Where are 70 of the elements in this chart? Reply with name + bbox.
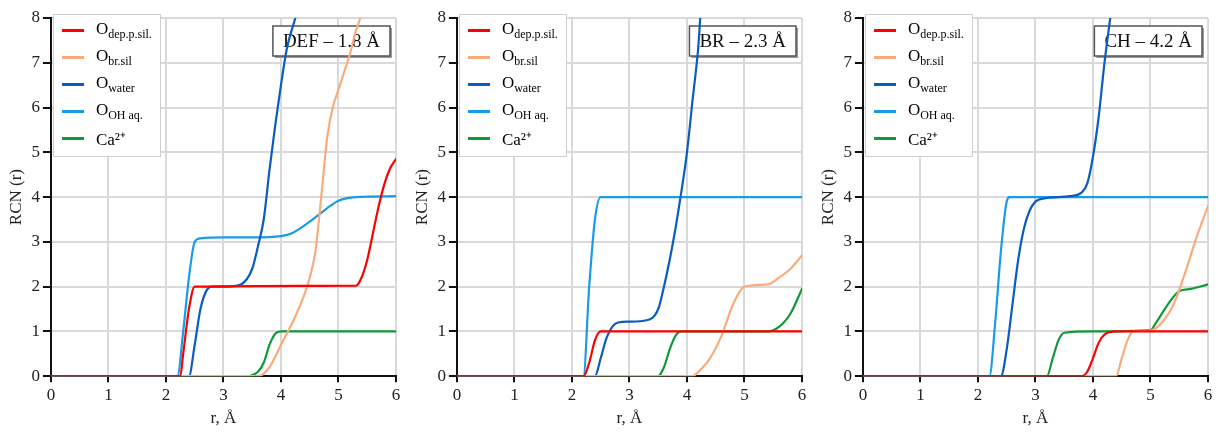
x-tick-label: 3 xyxy=(625,384,634,404)
legend-label: Ca²⁺ xyxy=(95,129,126,150)
x-axis-title: r, Å xyxy=(210,408,238,428)
x-tick-label: 5 xyxy=(1146,384,1155,404)
x-tick-label: 3 xyxy=(1031,384,1040,404)
y-tick-label: 2 xyxy=(31,276,40,296)
x-tick-label: 5 xyxy=(740,384,749,404)
x-tick-label: 3 xyxy=(219,384,228,404)
x-tick-label: 2 xyxy=(567,384,577,404)
legend-label: O$_{water}$ xyxy=(907,72,947,97)
y-tick-label: 5 xyxy=(843,141,852,161)
x-tick-label: 1 xyxy=(104,384,113,404)
y-tick-label: 3 xyxy=(31,231,40,251)
y-axis-title: RCN (r) xyxy=(411,169,431,226)
x-tick-label: 2 xyxy=(161,384,171,404)
legend-label: O$_{dep.p.sil.}$ xyxy=(95,18,152,43)
x-axis-title: r, Å xyxy=(616,408,644,428)
y-tick-label: 6 xyxy=(437,97,446,117)
y-tick-label: 6 xyxy=(843,97,852,117)
y-tick-label: 5 xyxy=(31,141,40,161)
y-tick-label: 1 xyxy=(437,320,446,340)
y-tick-label: 7 xyxy=(437,52,447,72)
y-tick-label: 1 xyxy=(31,320,40,340)
y-tick-label: 4 xyxy=(437,186,447,206)
legend-label: O$_{OH aq.}$ xyxy=(95,99,143,124)
x-tick-label: 0 xyxy=(452,384,462,404)
annotation: BR – 2.3 Å xyxy=(699,29,787,51)
y-tick-label: 1 xyxy=(843,320,852,340)
y-tick-label: 2 xyxy=(437,276,446,296)
y-tick-label: 7 xyxy=(843,52,853,72)
y-axis-title: RCN (r) xyxy=(817,169,837,226)
y-tick-label: 8 xyxy=(31,7,40,27)
legend-label: O$_{br.sil}$ xyxy=(95,45,132,70)
y-tick-label: 6 xyxy=(31,97,40,117)
legend-label: O$_{OH aq.}$ xyxy=(501,99,549,124)
x-tick-label: 6 xyxy=(1203,384,1213,404)
y-tick-label: 4 xyxy=(31,186,41,206)
x-tick-label: 2 xyxy=(973,384,983,404)
y-tick-label: 5 xyxy=(437,141,446,161)
legend-label: O$_{dep.p.sil.}$ xyxy=(501,18,558,43)
legend-label: O$_{water}$ xyxy=(501,72,541,97)
x-tick-label: 5 xyxy=(334,384,343,404)
y-tick-label: 4 xyxy=(843,186,853,206)
y-tick-label: 0 xyxy=(31,365,40,385)
y-tick-label: 2 xyxy=(843,276,852,296)
x-tick-label: 0 xyxy=(858,384,868,404)
x-axis-title: r, Å xyxy=(1022,408,1050,428)
x-tick-label: 1 xyxy=(916,384,925,404)
y-tick-label: 0 xyxy=(843,365,852,385)
x-tick-label: 4 xyxy=(682,384,692,404)
legend-label: O$_{br.sil}$ xyxy=(907,45,944,70)
legend-label: O$_{water}$ xyxy=(95,72,135,97)
y-tick-label: 0 xyxy=(437,365,446,385)
y-tick-label: 3 xyxy=(437,231,446,251)
x-tick-label: 4 xyxy=(1088,384,1098,404)
x-tick-label: 1 xyxy=(510,384,519,404)
legend-label: O$_{dep.p.sil.}$ xyxy=(907,18,964,43)
x-tick-label: 6 xyxy=(797,384,807,404)
x-tick-label: 4 xyxy=(276,384,286,404)
y-tick-label: 3 xyxy=(843,231,852,251)
y-tick-label: 8 xyxy=(843,7,852,27)
legend-label: O$_{OH aq.}$ xyxy=(907,99,955,124)
x-tick-label: 0 xyxy=(46,384,56,404)
legend-label: Ca²⁺ xyxy=(907,129,938,150)
x-tick-label: 6 xyxy=(391,384,401,404)
y-axis-title: RCN (r) xyxy=(5,169,25,226)
legend-label: Ca²⁺ xyxy=(501,129,532,150)
y-tick-label: 8 xyxy=(437,7,446,27)
legend-label: O$_{br.sil}$ xyxy=(501,45,538,70)
y-tick-label: 7 xyxy=(31,52,41,72)
